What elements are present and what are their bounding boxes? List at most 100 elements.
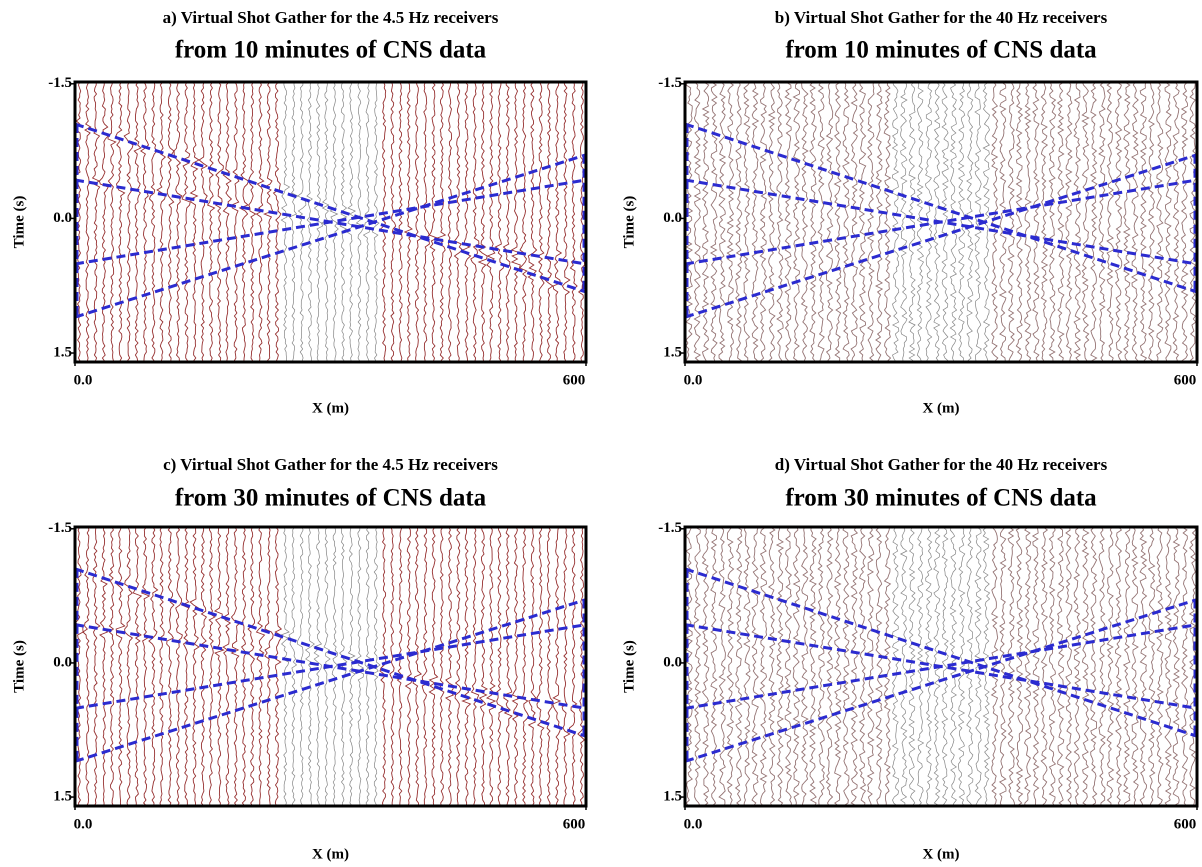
trace xyxy=(1032,82,1040,362)
trace xyxy=(329,82,339,362)
panel-subtitle: from 10 minutes of CNS data xyxy=(785,37,1097,64)
trace xyxy=(1122,527,1131,806)
trace xyxy=(866,527,875,806)
y-tick-label: 1.5 xyxy=(663,788,682,804)
trace xyxy=(866,82,875,362)
plot-area xyxy=(75,527,586,806)
trace xyxy=(809,82,817,362)
trace xyxy=(173,82,183,362)
trace xyxy=(398,82,403,362)
trace xyxy=(693,527,702,806)
trace xyxy=(561,527,571,806)
trace xyxy=(561,82,571,362)
trace xyxy=(883,82,892,362)
trace xyxy=(306,82,313,362)
trace xyxy=(255,82,265,362)
x-axis-label: X (m) xyxy=(922,400,959,416)
trace xyxy=(875,527,883,806)
trace xyxy=(1040,82,1049,362)
plot-area xyxy=(685,82,1197,362)
trace xyxy=(180,527,190,806)
trace xyxy=(510,82,522,362)
trace xyxy=(264,527,274,806)
trace xyxy=(1164,527,1172,806)
trace xyxy=(444,527,455,806)
trace xyxy=(107,82,117,362)
trace xyxy=(297,82,307,362)
y-axis-label: Time (s) xyxy=(621,196,637,249)
trace xyxy=(238,82,249,362)
trace xyxy=(288,527,298,806)
trace xyxy=(710,527,718,806)
trace xyxy=(461,527,472,806)
trace xyxy=(437,527,445,806)
y-tick-label: 1.5 xyxy=(53,344,72,360)
trace xyxy=(759,527,768,806)
trace xyxy=(470,82,480,362)
trace xyxy=(240,527,247,806)
trace xyxy=(1147,527,1156,806)
trace xyxy=(255,527,266,806)
trace xyxy=(279,527,290,806)
trace xyxy=(842,527,850,806)
plot-frame xyxy=(683,525,1199,808)
trace xyxy=(379,527,387,806)
trace xyxy=(511,527,522,806)
trace xyxy=(313,82,324,362)
y-axis-label: Time (s) xyxy=(621,640,637,693)
trace xyxy=(189,82,200,362)
x-tick-label: 0.0 xyxy=(74,372,93,388)
trace xyxy=(701,527,710,806)
x-tick-label: 600 xyxy=(1174,816,1197,832)
trace xyxy=(949,527,958,806)
trace xyxy=(536,82,545,362)
trace xyxy=(891,527,900,806)
plot-area xyxy=(75,82,586,362)
trace xyxy=(883,527,892,806)
x-axis-label: X (m) xyxy=(312,400,349,416)
trace xyxy=(784,527,793,806)
window-line xyxy=(685,153,1197,319)
trace xyxy=(569,82,578,362)
trace xyxy=(404,527,414,806)
trace xyxy=(800,82,809,362)
trace xyxy=(833,82,842,362)
trace xyxy=(577,82,586,362)
y-tick-label: 0.0 xyxy=(53,210,72,226)
trace xyxy=(213,527,225,806)
trace xyxy=(486,527,497,806)
trace xyxy=(1040,527,1049,806)
trace xyxy=(115,527,126,806)
trace xyxy=(99,527,109,806)
trace xyxy=(331,527,338,806)
trace xyxy=(1065,527,1073,806)
trace xyxy=(991,82,999,362)
y-axis-label: Time (s) xyxy=(11,196,27,249)
y-tick-label: 0.0 xyxy=(53,654,72,670)
panel: b) Virtual Shot Gather for the 40 Hz rec… xyxy=(621,8,1199,416)
trace xyxy=(313,527,323,806)
trace xyxy=(1023,527,1032,806)
panel-title: b) Virtual Shot Gather for the 40 Hz rec… xyxy=(775,8,1108,27)
y-axis-label: Time (s) xyxy=(11,640,27,693)
trace xyxy=(1122,82,1131,362)
trace xyxy=(1007,527,1016,806)
trace xyxy=(759,82,768,362)
y-tick-label: -1.5 xyxy=(658,75,682,91)
trace xyxy=(1031,527,1040,806)
trace xyxy=(156,82,167,362)
trace xyxy=(214,82,224,362)
trace xyxy=(421,527,430,806)
trace xyxy=(453,82,464,362)
trace xyxy=(503,527,513,806)
y-tick-label: 1.5 xyxy=(663,344,682,360)
trace xyxy=(833,527,842,806)
trace xyxy=(148,527,159,806)
trace xyxy=(735,82,743,362)
x-axis-label: X (m) xyxy=(312,846,349,862)
trace xyxy=(371,82,380,362)
trace xyxy=(248,82,257,362)
trace xyxy=(916,527,925,806)
panel: d) Virtual Shot Gather for the 40 Hz rec… xyxy=(621,455,1199,862)
trace xyxy=(355,82,364,362)
